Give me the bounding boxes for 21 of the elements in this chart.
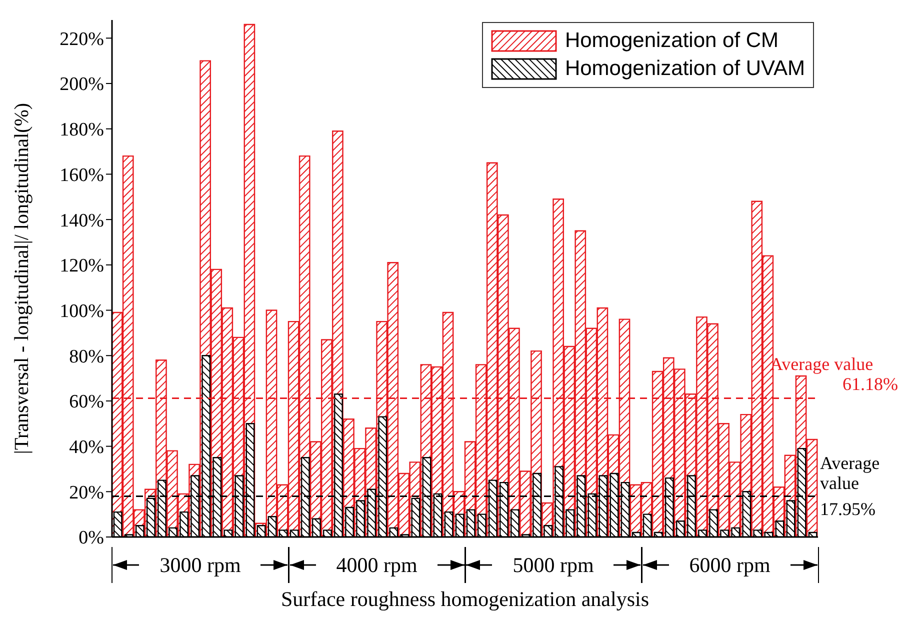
text: 4000 rpm (335, 552, 418, 578)
ref-line-label: Average value 17.95% (820, 453, 881, 520)
legend-label: Homogenization of CM (564, 29, 779, 53)
y-tick-label: 100% (60, 300, 104, 322)
y-tick-label: 160% (60, 164, 104, 186)
y-tick-label: 0% (78, 528, 104, 549)
y-axis-title: |Transversal - longitudinal|/ longitudinal(%) (11, 102, 33, 454)
y-tick-label: 140% (60, 210, 104, 232)
y-tick-label: 80% (69, 346, 104, 368)
text: 5000 rpm (512, 552, 595, 578)
y-tick-label: 60% (69, 392, 104, 413)
y-tick-label: 200% (60, 74, 104, 96)
y-tick-label: 20% (69, 482, 104, 504)
y-tick-label: 40% (69, 437, 104, 458)
text: 6000 rpm (688, 552, 772, 578)
x-axis-title: Surface roughness homogenization analysis (280, 587, 650, 612)
y-tick-label: 180% (60, 120, 104, 141)
y-tick-label: 120% (60, 256, 104, 277)
legend-label: Homogenization of UVAM (564, 57, 805, 81)
y-tick-label: 220% (60, 28, 104, 50)
text: 3000 rpm (158, 552, 242, 578)
